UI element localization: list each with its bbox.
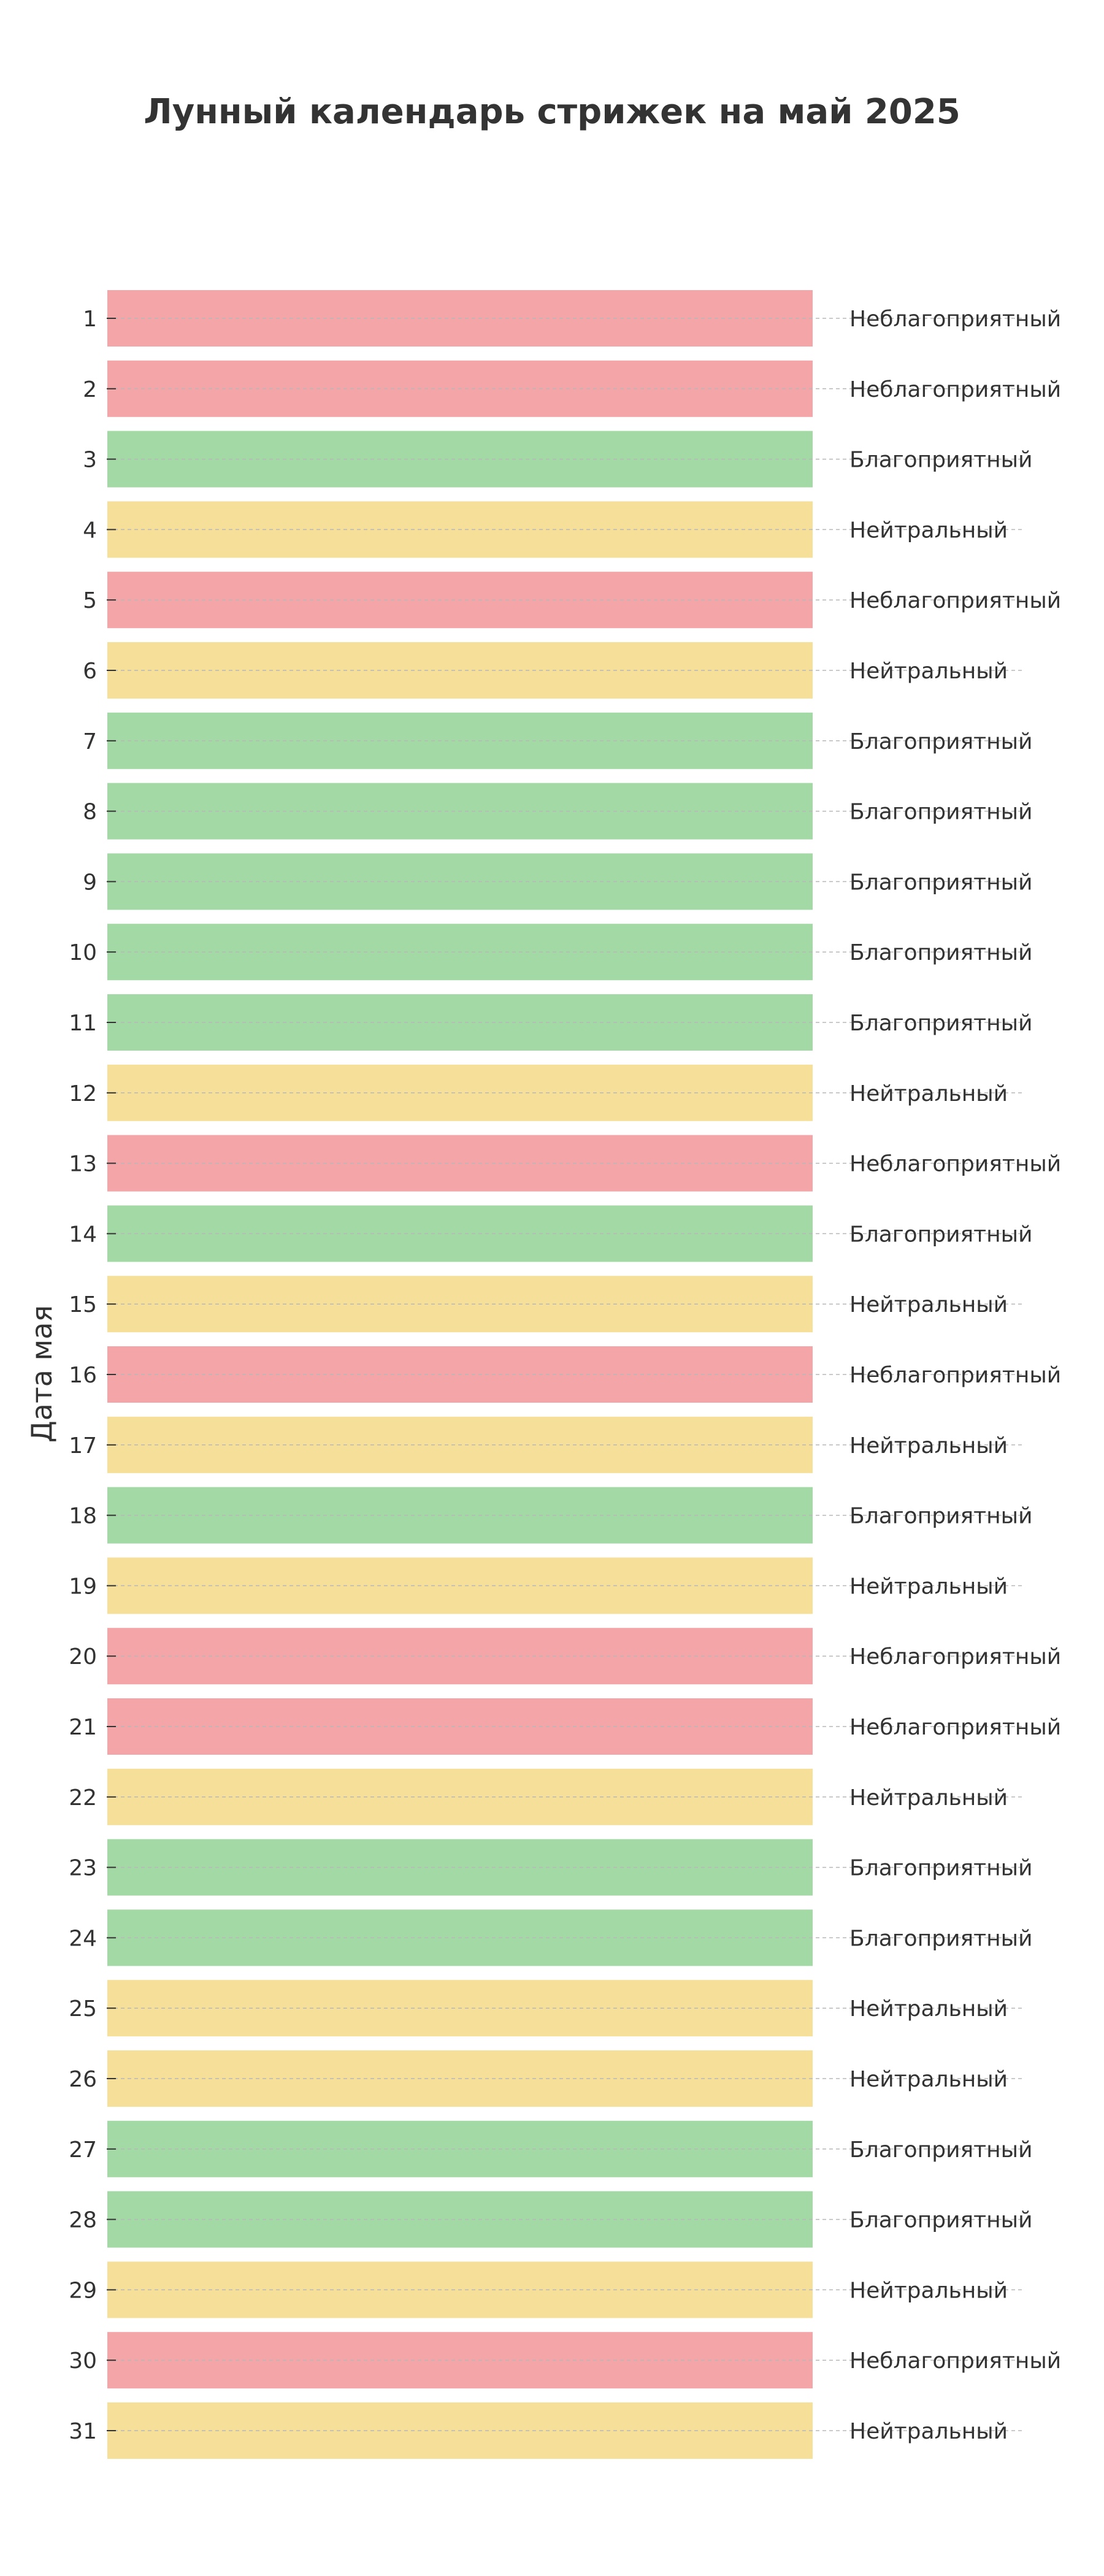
y-axis-label: Дата мая: [25, 1305, 58, 1443]
y-tick-label: 11: [69, 1011, 97, 1036]
day-row: 24 Благоприятный: [69, 1909, 1032, 1966]
status-label: Нейтральный: [849, 2419, 1008, 2444]
status-label: Нейтральный: [849, 518, 1008, 543]
y-tick-label: 12: [69, 1081, 97, 1106]
y-tick-label: 6: [83, 659, 97, 684]
day-row: 26 Нейтральный: [69, 2050, 1024, 2107]
y-tick-label: 20: [69, 1644, 97, 1669]
status-label: Благоприятный: [849, 1856, 1032, 1881]
day-row: 2 Неблагоприятный: [83, 360, 1061, 417]
status-label: Неблагоприятный: [849, 588, 1061, 613]
status-label: Нейтральный: [849, 1081, 1008, 1106]
status-label: Нейтральный: [849, 659, 1008, 684]
y-tick-label: 15: [69, 1292, 97, 1317]
y-tick-label: 19: [69, 1574, 97, 1599]
status-label: Благоприятный: [849, 800, 1032, 825]
y-tick-label: 31: [69, 2419, 97, 2444]
status-label: Неблагоприятный: [849, 1152, 1061, 1177]
y-tick-label: 3: [83, 448, 97, 473]
status-label: Нейтральный: [849, 1574, 1008, 1599]
day-row: 3 Благоприятный: [83, 431, 1032, 488]
status-label: Благоприятный: [849, 2137, 1032, 2163]
chart-rows: 1 Неблагоприятный 2 Неблагоприятный 3 Благопр…: [69, 290, 1061, 2459]
status-label: Неблагоприятный: [849, 2348, 1061, 2374]
y-tick-label: 25: [69, 1996, 97, 2022]
y-tick-label: 30: [69, 2348, 97, 2374]
day-row: 19 Нейтральный: [69, 1557, 1024, 1614]
status-label: Благоприятный: [849, 1222, 1032, 1247]
day-row: 25 Нейтральный: [69, 1980, 1024, 2037]
day-row: 1 Неблагоприятный: [83, 290, 1061, 347]
day-row: 6 Нейтральный: [83, 642, 1024, 699]
status-label: Нейтральный: [849, 1292, 1008, 1317]
y-tick-label: 24: [69, 1926, 97, 1951]
day-row: 27 Благоприятный: [69, 2120, 1032, 2177]
status-label: Благоприятный: [849, 1011, 1032, 1036]
status-label: Благоприятный: [849, 729, 1032, 754]
day-row: 21 Неблагоприятный: [69, 1698, 1061, 1755]
y-tick-label: 1: [83, 307, 97, 332]
y-tick-label: 26: [69, 2067, 97, 2092]
day-row: 16 Неблагоприятный: [69, 1346, 1061, 1403]
status-label: Благоприятный: [849, 2208, 1032, 2233]
day-row: 7 Благоприятный: [83, 712, 1032, 769]
day-row: 12 Нейтральный: [69, 1064, 1024, 1121]
day-row: 10 Благоприятный: [69, 924, 1032, 981]
day-row: 14 Благоприятный: [69, 1205, 1032, 1262]
day-row: 9 Благоприятный: [83, 853, 1032, 910]
status-label: Неблагоприятный: [849, 1715, 1061, 1740]
y-tick-label: 21: [69, 1715, 97, 1740]
y-tick-label: 22: [69, 1785, 97, 1811]
day-row: 15 Нейтральный: [69, 1276, 1024, 1333]
y-tick-label: 18: [69, 1504, 97, 1529]
chart-title: Лунный календарь стрижек на май 2025: [144, 92, 960, 132]
y-tick-label: 28: [69, 2208, 97, 2233]
y-tick-label: 8: [83, 800, 97, 825]
day-row: 11 Благоприятный: [69, 994, 1032, 1051]
y-tick-label: 5: [83, 588, 97, 613]
y-tick-label: 7: [83, 729, 97, 754]
status-label: Неблагоприятный: [849, 307, 1061, 332]
status-label: Нейтральный: [849, 2067, 1008, 2092]
day-row: 13 Неблагоприятный: [69, 1135, 1061, 1192]
day-row: 29 Нейтральный: [69, 2261, 1024, 2318]
y-tick-label: 16: [69, 1363, 97, 1388]
status-label: Благоприятный: [849, 1504, 1032, 1529]
y-tick-label: 17: [69, 1433, 97, 1459]
y-tick-label: 23: [69, 1856, 97, 1881]
day-row: 18 Благоприятный: [69, 1487, 1032, 1544]
status-label: Благоприятный: [849, 1926, 1032, 1951]
day-row: 28 Благоприятный: [69, 2191, 1032, 2248]
status-label: Нейтральный: [849, 2278, 1008, 2303]
status-label: Неблагоприятный: [849, 1363, 1061, 1388]
day-row: 23 Благоприятный: [69, 1839, 1032, 1896]
day-row: 4 Нейтральный: [83, 501, 1024, 558]
status-label: Нейтральный: [849, 1996, 1008, 2022]
y-tick-label: 10: [69, 940, 97, 965]
status-label: Благоприятный: [849, 870, 1032, 895]
y-tick-label: 13: [69, 1152, 97, 1177]
y-tick-label: 14: [69, 1222, 97, 1247]
day-row: 17 Нейтральный: [69, 1416, 1024, 1473]
status-label: Неблагоприятный: [849, 1644, 1061, 1669]
day-row: 22 Нейтральный: [69, 1768, 1024, 1825]
day-row: 30 Неблагоприятный: [69, 2332, 1061, 2389]
day-row: 8 Благоприятный: [83, 783, 1032, 840]
status-label: Неблагоприятный: [849, 377, 1061, 402]
day-row: 5 Неблагоприятный: [83, 572, 1061, 629]
status-label: Нейтральный: [849, 1433, 1008, 1459]
y-tick-label: 29: [69, 2278, 97, 2303]
day-row: 31 Нейтральный: [69, 2402, 1024, 2459]
status-label: Благоприятный: [849, 448, 1032, 473]
y-tick-label: 2: [83, 377, 97, 402]
status-label: Благоприятный: [849, 940, 1032, 965]
y-tick-label: 27: [69, 2137, 97, 2163]
status-label: Нейтральный: [849, 1785, 1008, 1811]
y-tick-label: 9: [83, 870, 97, 895]
y-tick-label: 4: [83, 518, 97, 543]
day-row: 20 Неблагоприятный: [69, 1628, 1061, 1685]
